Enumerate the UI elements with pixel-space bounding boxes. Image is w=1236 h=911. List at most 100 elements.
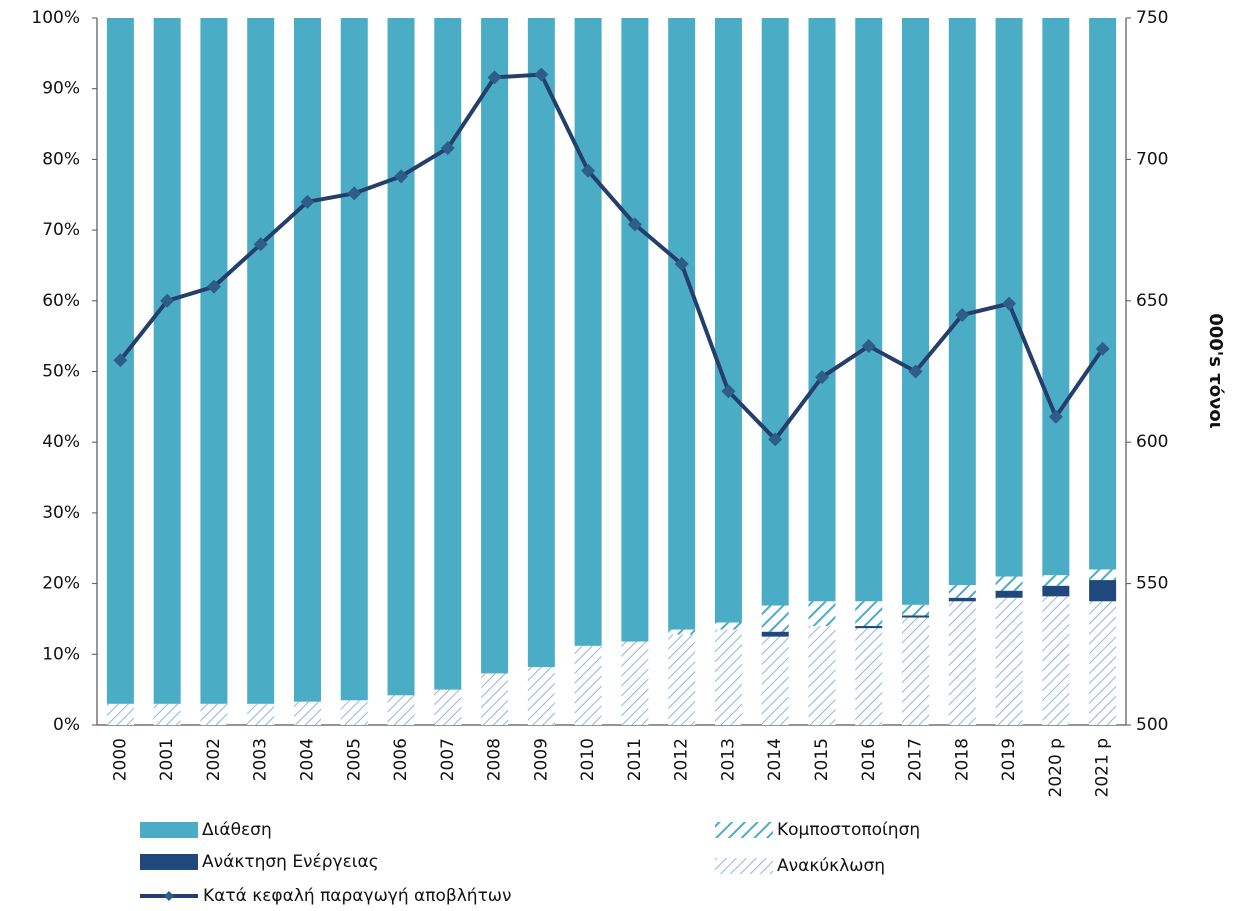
line-marker [300,194,315,209]
line-marker [1095,341,1110,356]
x-tick-label: 2015 [812,738,832,781]
y-tick-label: 90% [42,79,80,99]
legend-swatch [140,854,198,870]
x-tick-label: 2019 [999,738,1019,781]
x-tick-label: 2012 [672,738,692,781]
legend-swatch [715,858,773,874]
bar-segment [434,18,462,690]
bar-segment [434,689,462,725]
bar-segment [855,626,883,629]
line-marker [206,279,221,294]
bar-segment [387,695,415,725]
line-marker [534,67,549,82]
line-marker [721,384,736,399]
y-tick-label: 80% [42,149,80,169]
bar-segment [714,622,742,630]
y2-tick-label: 750 [1136,8,1168,28]
bar-segment [855,628,883,725]
line-marker [955,307,970,322]
bar-segment [1042,18,1070,576]
bar-segment [714,18,742,623]
bar-segment [902,617,930,725]
bar-segment [714,629,742,725]
x-tick-label: 2003 [251,738,271,781]
bar-segment [1042,575,1070,586]
line-marker [1002,296,1017,311]
x-tick-label: 2013 [718,738,738,781]
y2-tick-label: 550 [1136,574,1168,594]
line-marker [113,353,128,368]
x-tick-label: 2018 [952,738,972,781]
line-marker [253,237,268,252]
bar-segment [481,18,509,674]
bar-segment [995,590,1023,598]
legend-swatch [715,822,773,838]
bar-segment [808,626,836,725]
bar-segment [1042,585,1070,597]
bar-segment [200,703,228,725]
legend-swatch [140,822,198,838]
line-marker [861,339,876,354]
bar-segment [1089,18,1117,570]
line-marker [394,169,409,184]
line-marker [814,370,829,385]
line-marker [581,163,596,178]
bar-segment [808,601,836,627]
x-tick-label: 2002 [204,738,224,781]
y-tick-label: 0% [53,715,80,735]
y2-tick-label: 700 [1136,149,1168,169]
line-marker [768,432,783,447]
x-tick-label: 2011 [625,738,645,781]
line-marker [487,70,502,85]
legend-label: Κατά κεφαλή παραγωγή αποβλήτων [203,886,512,906]
bar-segment [247,18,275,704]
y-tick-label: 30% [42,503,80,523]
bar-segment [761,636,789,725]
bar-segment [855,18,883,602]
bar-segment [247,703,275,725]
x-tick-label: 2008 [485,738,505,781]
x-tick-label: 2010 [578,738,598,781]
legend-label: Ανακύκλωση [777,856,885,876]
x-tick-label: 2004 [297,738,317,781]
line-marker [908,364,923,379]
bar-segment [668,629,696,635]
y2-tick-label: 650 [1136,291,1168,311]
bar-segment [200,18,228,704]
bar-segment [668,634,696,725]
bar-segment [527,667,555,725]
bar-segment [668,18,696,630]
bar-segment [948,597,976,602]
bar-segment [1089,580,1117,602]
line-marker [347,186,362,201]
y-tick-label: 70% [42,220,80,240]
bar-segment [153,703,181,725]
y-tick-label: 60% [42,291,80,311]
bar-segment [1089,569,1117,581]
x-tick-label: 2021 p [1093,738,1113,797]
y-tick-label: 100% [31,8,80,28]
bar-segment [902,604,930,616]
bar-segment [995,597,1023,725]
legend-label: Κομποστοποίηση [777,820,920,840]
line [118,72,1105,443]
x-tick-label: 2016 [859,738,879,781]
bar-segment [106,703,134,725]
x-tick-label: 2017 [906,738,926,781]
y2-tick-label: 600 [1136,432,1168,452]
bar-segment [761,18,789,606]
x-tick-label: 2007 [438,738,458,781]
bar-segment [574,18,602,646]
bar-segment [387,18,415,696]
y-tick-label: 50% [42,362,80,382]
bar-segment [621,18,649,642]
bar-segment [340,700,368,725]
line-marker [674,257,689,272]
x-tick-label: 2005 [344,738,364,781]
line-marker [627,217,642,232]
x-tick-label: 2000 [110,738,130,781]
x-tick-label: 2009 [531,738,551,781]
y-tick-label: 10% [42,644,80,664]
bar-segment [948,585,976,598]
